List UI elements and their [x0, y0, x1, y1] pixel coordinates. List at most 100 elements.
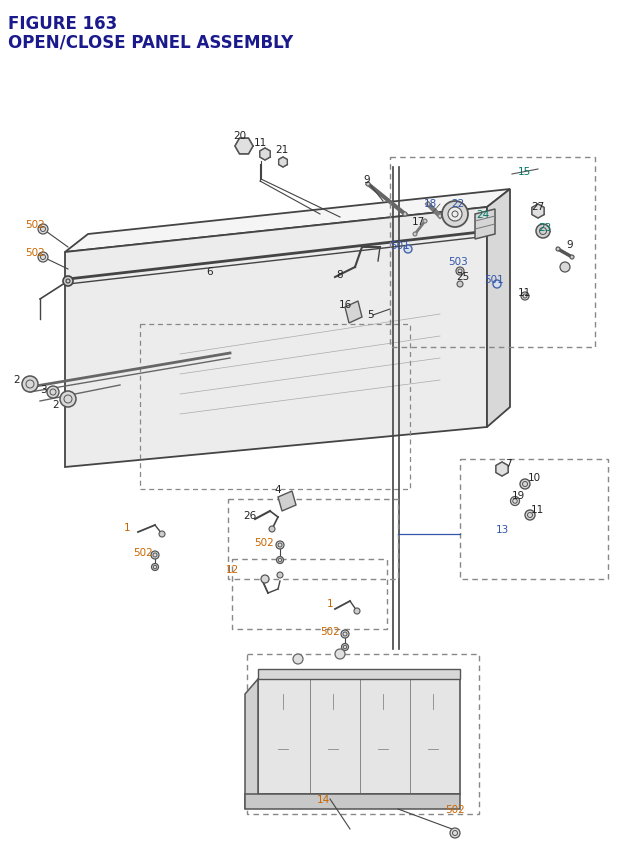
Text: 502: 502 — [320, 626, 340, 636]
Circle shape — [261, 575, 269, 583]
Polygon shape — [532, 205, 544, 219]
Circle shape — [38, 253, 48, 263]
Text: 5: 5 — [367, 310, 373, 319]
Polygon shape — [245, 679, 258, 809]
Text: 502: 502 — [25, 220, 45, 230]
Text: 8: 8 — [337, 269, 343, 280]
Circle shape — [404, 245, 412, 254]
Text: 14: 14 — [316, 794, 330, 804]
Bar — [426, 709, 440, 749]
Circle shape — [335, 649, 345, 660]
Circle shape — [354, 608, 360, 614]
Text: 502: 502 — [445, 804, 465, 814]
Polygon shape — [65, 189, 510, 253]
Polygon shape — [260, 149, 270, 161]
Circle shape — [276, 542, 284, 549]
Text: 11: 11 — [253, 138, 267, 148]
Ellipse shape — [375, 693, 391, 701]
Text: 25: 25 — [456, 272, 470, 282]
Circle shape — [448, 208, 462, 222]
Circle shape — [493, 281, 501, 288]
Polygon shape — [278, 158, 287, 168]
Circle shape — [152, 564, 159, 571]
Circle shape — [525, 511, 535, 520]
Text: 15: 15 — [517, 167, 531, 177]
Polygon shape — [258, 669, 460, 679]
Circle shape — [457, 282, 463, 288]
Polygon shape — [496, 462, 508, 476]
Text: 2: 2 — [52, 400, 60, 410]
Polygon shape — [475, 210, 495, 239]
Text: 502: 502 — [133, 548, 153, 557]
Polygon shape — [345, 301, 362, 324]
Bar — [390, 158, 595, 348]
Text: 7: 7 — [505, 458, 511, 468]
Text: 19: 19 — [511, 491, 525, 500]
Circle shape — [277, 573, 283, 579]
Text: 9: 9 — [364, 175, 371, 185]
Circle shape — [63, 276, 73, 287]
Text: 1: 1 — [124, 523, 131, 532]
Bar — [247, 654, 479, 814]
Polygon shape — [278, 492, 296, 511]
Circle shape — [426, 202, 430, 207]
Text: 501: 501 — [484, 275, 504, 285]
Circle shape — [511, 497, 520, 506]
Text: 22: 22 — [451, 199, 465, 208]
Text: 18: 18 — [424, 199, 436, 208]
Text: 502: 502 — [254, 537, 274, 548]
Text: 10: 10 — [527, 473, 541, 482]
Circle shape — [403, 213, 407, 217]
Text: 6: 6 — [207, 267, 213, 276]
Ellipse shape — [275, 693, 291, 701]
Text: 2: 2 — [13, 375, 20, 385]
Bar — [140, 325, 410, 489]
Circle shape — [413, 232, 417, 237]
Circle shape — [22, 376, 38, 393]
Text: 26: 26 — [243, 511, 257, 520]
Bar — [326, 709, 340, 749]
Circle shape — [570, 256, 574, 260]
Circle shape — [341, 630, 349, 638]
Text: 3: 3 — [40, 385, 46, 394]
Polygon shape — [258, 679, 460, 794]
Text: 11: 11 — [531, 505, 543, 514]
Circle shape — [536, 225, 550, 238]
Text: 17: 17 — [412, 217, 424, 226]
Circle shape — [423, 220, 427, 224]
Bar — [460, 460, 608, 579]
Bar — [376, 709, 390, 749]
Bar — [232, 560, 387, 629]
Text: 27: 27 — [531, 201, 545, 212]
Circle shape — [47, 387, 59, 399]
Text: 11: 11 — [517, 288, 531, 298]
Circle shape — [520, 480, 530, 489]
Polygon shape — [65, 208, 487, 468]
Circle shape — [60, 392, 76, 407]
Text: 4: 4 — [275, 485, 282, 494]
Text: 9: 9 — [566, 239, 573, 250]
Text: FIGURE 163: FIGURE 163 — [8, 15, 117, 33]
Text: 502: 502 — [25, 248, 45, 257]
Text: 13: 13 — [495, 524, 509, 535]
Text: 20: 20 — [234, 131, 246, 141]
Circle shape — [342, 644, 349, 651]
Text: 23: 23 — [538, 223, 552, 232]
Polygon shape — [487, 189, 510, 428]
Circle shape — [276, 557, 284, 564]
Text: 501: 501 — [390, 241, 410, 251]
Ellipse shape — [425, 693, 441, 701]
Circle shape — [38, 225, 48, 235]
Text: 12: 12 — [225, 564, 239, 574]
Text: 1: 1 — [326, 598, 333, 608]
Circle shape — [456, 268, 464, 276]
Text: 503: 503 — [448, 257, 468, 267]
Bar — [276, 709, 290, 749]
Circle shape — [366, 183, 370, 187]
Circle shape — [151, 551, 159, 560]
Ellipse shape — [325, 693, 341, 701]
Polygon shape — [235, 139, 253, 155]
Circle shape — [269, 526, 275, 532]
Circle shape — [293, 654, 303, 664]
Text: OPEN/CLOSE PANEL ASSEMBLY: OPEN/CLOSE PANEL ASSEMBLY — [8, 33, 293, 51]
